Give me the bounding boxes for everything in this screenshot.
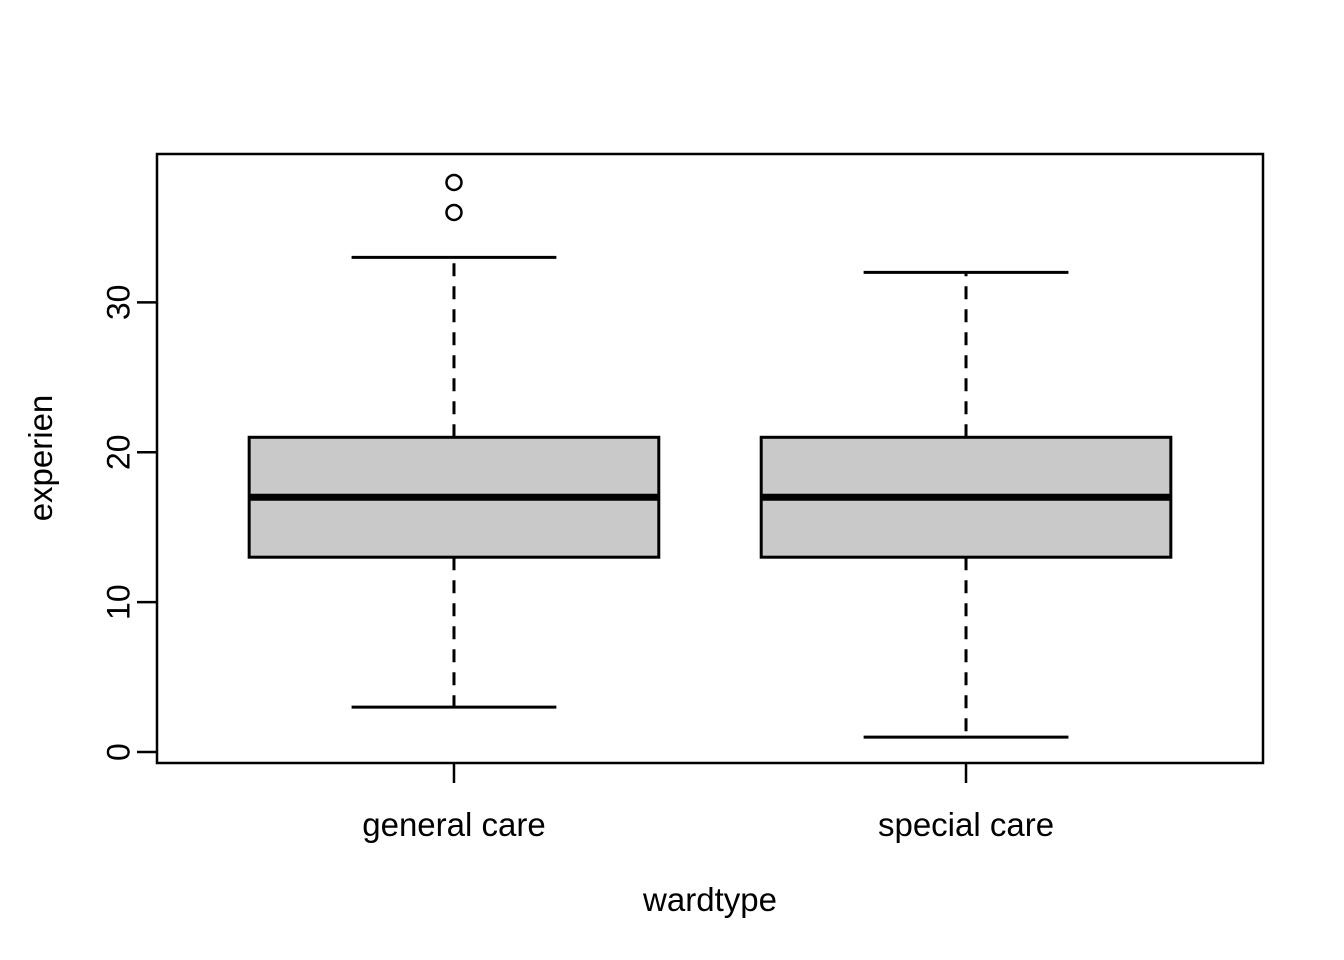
- y-tick-label: 0: [101, 743, 137, 761]
- plot-frame: [155, 152, 1265, 765]
- y-axis-title: experien: [22, 395, 59, 522]
- y-tick-label: 30: [101, 285, 137, 321]
- outlier-point: [445, 173, 463, 192]
- x-tick-label: general care: [362, 806, 545, 843]
- x-tick-label: special care: [878, 806, 1054, 843]
- plot-layer: 0 10 20 30 general care special care: [101, 152, 1265, 843]
- y-tick-label: 10: [101, 584, 137, 620]
- y-tick-label: 20: [101, 434, 137, 470]
- x-axis-title: wardtype: [642, 881, 777, 918]
- outlier-point: [445, 203, 463, 222]
